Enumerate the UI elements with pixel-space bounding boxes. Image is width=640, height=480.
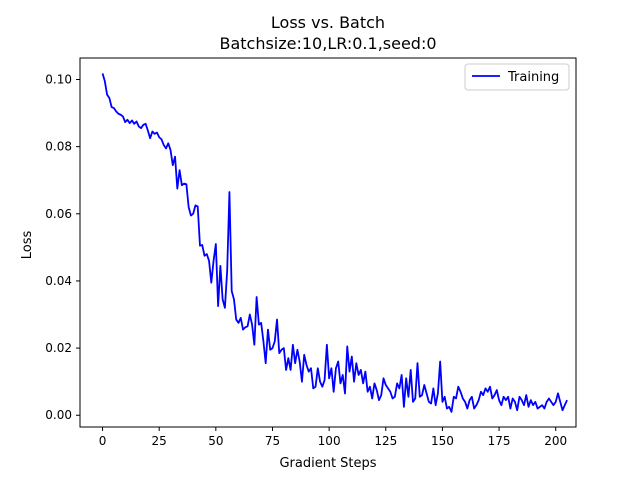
- legend: Training: [464, 63, 570, 91]
- y-tick-label: 0.00: [45, 408, 72, 422]
- y-axis-label: Loss: [20, 231, 35, 260]
- chart-subtitle: Batchsize:10,LR:0.1,seed:0: [219, 34, 436, 53]
- legend-box: [464, 63, 570, 91]
- y-tick-label: 0.04: [45, 274, 72, 288]
- x-tick-label: 25: [152, 434, 167, 448]
- plot-frame: [79, 57, 577, 428]
- y-tick-label: 0.08: [45, 140, 72, 154]
- x-tick-label: 50: [208, 434, 223, 448]
- x-tick-label: 175: [488, 434, 511, 448]
- y-tick-label: 0.06: [45, 207, 72, 221]
- x-tick-label: 0: [99, 434, 107, 448]
- chart-title: Loss vs. Batch: [271, 13, 385, 32]
- x-tick-label: 200: [544, 434, 567, 448]
- legend-label-training: Training: [507, 70, 559, 85]
- x-tick-label: 100: [318, 434, 341, 448]
- x-tick-label: 75: [265, 434, 280, 448]
- series-line-training: [101, 73, 568, 413]
- y-axis-ticks: 0.00 0.02 0.04 0.06 0.08 0.10: [45, 72, 80, 422]
- x-axis-label: Gradient Steps: [279, 456, 376, 471]
- plot-area: [79, 57, 577, 428]
- y-tick-label: 0.10: [45, 72, 72, 86]
- x-tick-label: 125: [374, 434, 397, 448]
- x-tick-label: 150: [431, 434, 454, 448]
- x-axis-ticks: 0 25 50 75 100 125 150 175 200: [99, 427, 567, 448]
- y-tick-label: 0.02: [45, 341, 72, 355]
